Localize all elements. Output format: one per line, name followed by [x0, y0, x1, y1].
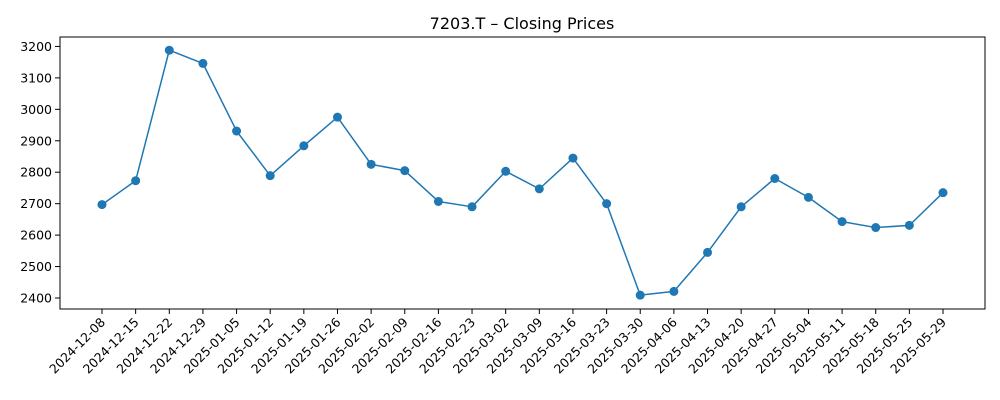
data-point	[568, 153, 578, 163]
data-point	[602, 199, 612, 209]
data-point	[837, 217, 847, 227]
y-tick-label: 2400	[20, 290, 52, 305]
y-axis: 2400 2500 2600 2700 2800 2900 3000 3100 3200	[20, 39, 60, 305]
data-point	[703, 247, 713, 257]
data-point	[938, 188, 948, 198]
data-point	[904, 220, 914, 230]
y-tick-label: 2500	[20, 259, 52, 274]
data-point	[467, 202, 477, 212]
data-point	[164, 45, 174, 55]
data-point	[131, 176, 141, 186]
data-point	[366, 159, 376, 169]
y-tick-label: 2600	[20, 228, 52, 243]
data-point	[770, 174, 780, 184]
data-point	[669, 286, 679, 296]
data-point	[871, 223, 881, 233]
data-point	[736, 202, 746, 212]
data-point	[299, 141, 309, 151]
y-tick-label: 2800	[20, 165, 52, 180]
chart-title: 7203.T – Closing Prices	[430, 14, 615, 33]
data-point	[433, 196, 443, 206]
data-point	[803, 192, 813, 202]
y-tick-label: 2700	[20, 196, 52, 211]
series-line	[101, 49, 944, 296]
y-tick-label: 2900	[20, 133, 52, 148]
y-tick-label: 3200	[20, 39, 52, 54]
data-point	[198, 58, 208, 68]
series-group	[97, 45, 948, 300]
data-point	[501, 166, 511, 176]
data-point	[97, 200, 107, 210]
data-point	[232, 126, 242, 136]
y-tick-label: 3000	[20, 102, 52, 117]
x-axis: 2024-12-082024-12-152024-12-222024-12-29…	[46, 309, 949, 376]
data-point	[400, 166, 410, 176]
data-point	[534, 184, 544, 194]
plot-area	[59, 36, 986, 310]
data-point	[265, 171, 275, 181]
data-point	[332, 112, 342, 122]
data-point	[635, 290, 645, 300]
y-tick-label: 3100	[20, 70, 52, 85]
